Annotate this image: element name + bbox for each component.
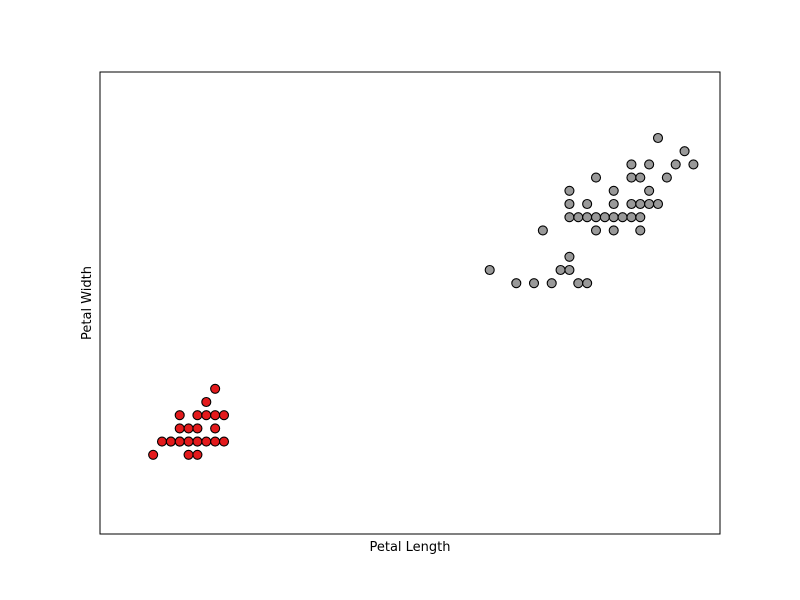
data-point <box>148 449 159 460</box>
data-point <box>679 146 690 157</box>
data-point <box>635 198 646 210</box>
data-point <box>537 225 548 236</box>
data-point <box>670 159 681 170</box>
data-point <box>599 212 610 223</box>
data-point <box>635 172 646 183</box>
data-point <box>183 423 194 434</box>
data-point <box>564 185 575 196</box>
data-point <box>688 159 699 170</box>
data-point <box>644 185 655 196</box>
data-point <box>644 198 655 210</box>
data-point <box>652 198 664 210</box>
data-point <box>546 278 557 289</box>
data-point <box>635 212 646 223</box>
data-point <box>626 172 637 183</box>
data-point <box>192 449 203 460</box>
data-point <box>210 383 221 394</box>
data-point <box>201 410 212 421</box>
data-point <box>608 198 619 210</box>
data-point <box>511 278 522 289</box>
data-point <box>590 172 602 183</box>
data-point <box>582 278 593 289</box>
data-point <box>174 423 185 434</box>
data-point <box>210 410 221 421</box>
data-point <box>608 185 619 196</box>
data-point <box>590 225 602 236</box>
data-point <box>183 449 194 460</box>
data-point <box>201 396 212 408</box>
data-point <box>564 212 575 223</box>
data-point <box>156 436 168 447</box>
data-point <box>582 198 593 210</box>
x-axis-label: Petal Length <box>369 540 450 555</box>
y-axis-label: Petal Width <box>80 266 95 340</box>
data-point <box>626 159 637 170</box>
data-point <box>174 410 185 421</box>
data-point <box>183 436 194 447</box>
data-point <box>218 410 230 421</box>
data-point <box>201 436 212 447</box>
plot-area <box>99 71 721 535</box>
data-point <box>218 436 230 447</box>
data-point <box>617 212 628 223</box>
data-point <box>174 436 185 447</box>
data-point <box>192 436 203 447</box>
data-point <box>192 410 203 421</box>
data-point <box>484 264 495 276</box>
data-point <box>652 132 664 144</box>
data-point <box>644 159 655 170</box>
data-point <box>608 212 619 223</box>
data-point <box>573 278 584 289</box>
data-point <box>564 198 575 210</box>
data-point <box>165 436 176 447</box>
data-point <box>573 212 584 223</box>
data-point <box>528 278 540 289</box>
data-point <box>555 264 566 276</box>
data-point <box>564 251 575 262</box>
data-point <box>661 172 672 183</box>
data-point <box>590 212 602 223</box>
data-point <box>192 423 203 434</box>
data-point <box>210 436 221 447</box>
data-point <box>626 198 637 210</box>
data-point <box>635 225 646 236</box>
data-point <box>582 212 593 223</box>
data-point <box>564 264 575 276</box>
data-point <box>626 212 637 223</box>
data-point <box>608 225 619 236</box>
points-layer <box>148 132 699 460</box>
data-point <box>210 423 221 434</box>
